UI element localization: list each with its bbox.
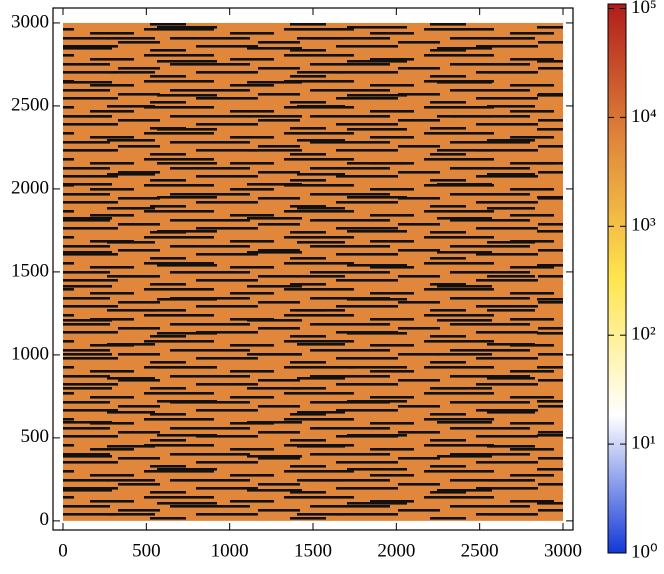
- x-tick-label: 3000: [544, 540, 582, 561]
- y-tick-label: 3000: [11, 11, 49, 32]
- colorbar-tick-label: 10⁰: [631, 541, 658, 562]
- y-tick-label: 1500: [11, 260, 49, 281]
- plot-area: [63, 22, 563, 521]
- colorbar-tick-label: 10²: [631, 324, 656, 345]
- segment-texture: [63, 22, 563, 521]
- x-tick-label: 2000: [377, 540, 415, 561]
- colorbar-tick-label: 10⁴: [631, 106, 657, 127]
- x-tick-label: 0: [58, 540, 68, 561]
- y-tick-label: 2000: [11, 177, 49, 198]
- colorbar-tick-label: 10¹: [631, 432, 656, 453]
- x-tick-label: 500: [132, 540, 161, 561]
- y-tick-label: 1000: [11, 343, 49, 364]
- y-tick-label: 0: [40, 509, 50, 530]
- colorbar-tick-label: 10⁵: [631, 0, 657, 18]
- y-tick-label: 500: [21, 426, 50, 447]
- y-tick-label: 2500: [11, 94, 49, 115]
- x-tick-label: 2500: [461, 540, 499, 561]
- colorbar: 10⁰ 10¹ 10² 10³ 10⁴ 10⁵: [607, 0, 658, 562]
- colorbar-tick-label: 10³: [631, 215, 656, 236]
- x-tick-label: 1500: [294, 540, 332, 561]
- x-tick-label: 1000: [211, 540, 249, 561]
- colorbar-gradient: [607, 3, 627, 554]
